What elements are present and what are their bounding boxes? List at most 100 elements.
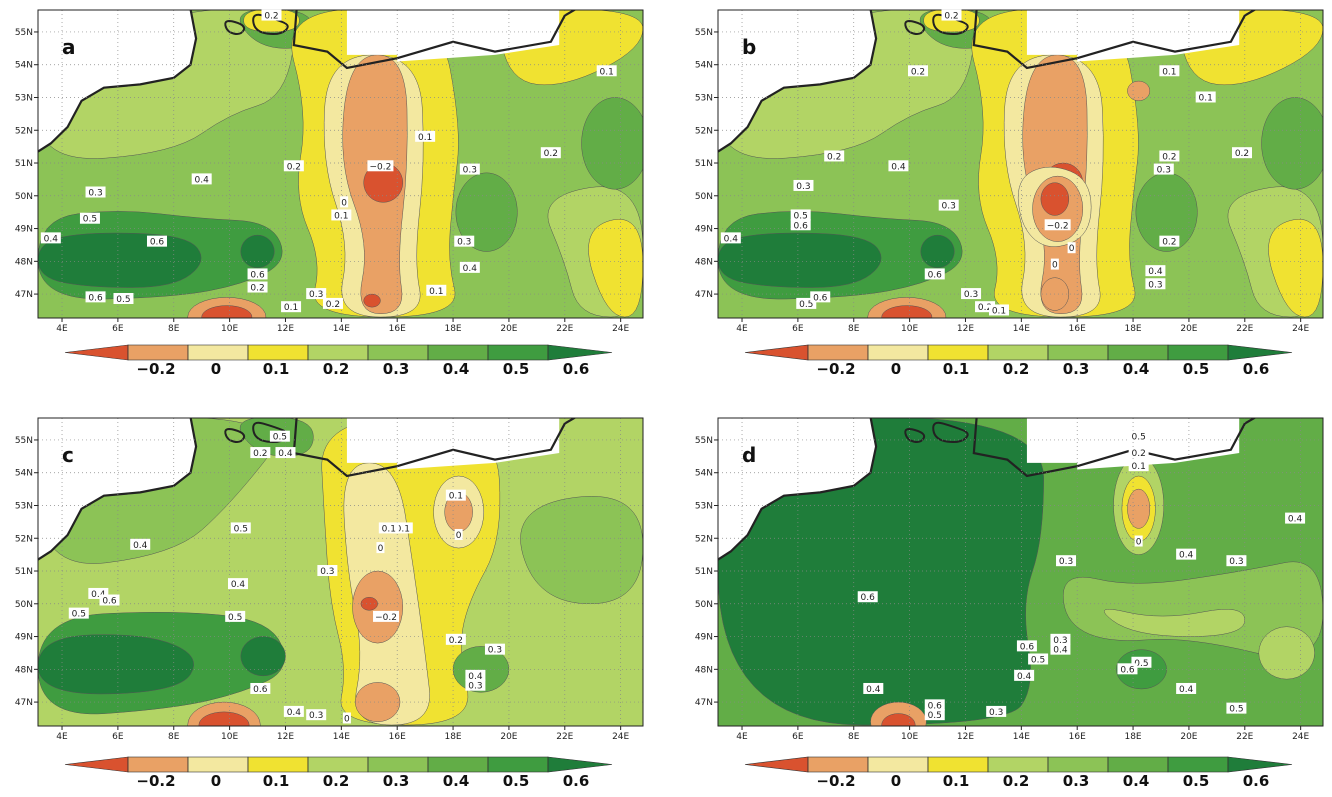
x-tick-label: 20E (1180, 324, 1197, 334)
contour-label: 0.4 (463, 264, 478, 274)
coastline (292, 10, 577, 70)
x-tick-label: 24E (1292, 732, 1309, 742)
missing-area (718, 418, 877, 560)
colorbar-swatch (1227, 756, 1293, 773)
contour-label-bg (306, 288, 327, 300)
colorbar-swatch (247, 344, 309, 361)
contour-label: 0.2 (1162, 238, 1176, 248)
x-tick-label: 10E (221, 324, 238, 334)
contour-label-bg (130, 538, 151, 550)
field-fill (1040, 182, 1070, 216)
x-tick-label: 10E (221, 732, 238, 742)
x-tick-label: 6E (792, 732, 804, 742)
contour-label-bg (540, 147, 561, 159)
field-fill (881, 713, 916, 726)
coastline (38, 418, 198, 561)
contour-label: 0.4 (278, 449, 293, 459)
x-tick-label: 6E (112, 732, 124, 742)
coastline (972, 418, 1257, 478)
y-tick-label: 52N (15, 126, 33, 136)
contour-label-bg (924, 268, 945, 280)
contour-label-bg (261, 9, 282, 21)
field (718, 418, 1323, 726)
contour-label: 0.5 (928, 711, 942, 721)
contour-label-bg (986, 705, 1007, 717)
contour-label: 0.6 (813, 293, 828, 303)
colorbar-label: 0.2 (323, 360, 350, 378)
y-tick-label: 54N (695, 61, 713, 71)
contour-label: 0.2 (449, 636, 463, 646)
contour-label: −0.2 (375, 613, 397, 623)
contour-label-bg (790, 209, 811, 221)
contour-label-bg (857, 591, 878, 603)
contour-label-bg (790, 219, 811, 231)
map-panel: 4E 6E 8E 10E 12E 14E 16E 18E 20E 22E 24E 47N 48N 49N 5… (695, 9, 1324, 378)
x-tick-label: 16E (389, 732, 406, 742)
contour-label: 0.2 (250, 284, 264, 294)
coastline (718, 10, 878, 153)
contour-label-bg (810, 291, 831, 303)
contour-label-bg (250, 682, 271, 694)
contour-label-bg (1195, 91, 1216, 103)
colorbar-label: 0.4 (1123, 772, 1150, 790)
contour-label: 0.1 (992, 306, 1006, 316)
x-tick-label: 24E (612, 324, 629, 334)
contour-label: −0.2 (370, 162, 392, 172)
map-frame (717, 417, 1324, 727)
contour-label-bg (938, 199, 959, 211)
colorbar-label: 0.4 (443, 360, 470, 378)
contour-label-bg (227, 578, 248, 590)
field (718, 10, 1323, 318)
y-tick-label: 48N (15, 257, 33, 267)
contour-label: 0.3 (942, 202, 956, 212)
contour-label: 0.3 (1059, 557, 1073, 567)
contour-label: 0.4 (231, 580, 246, 590)
contour-label: 0.4 (724, 234, 739, 244)
contour-label-bg (1231, 147, 1252, 159)
contour-label: 0.2 (911, 67, 925, 77)
y-tick-label: 55N (15, 28, 33, 38)
contour-label-bg (1028, 653, 1049, 665)
y-tick-label: 48N (695, 257, 713, 267)
contour-label: 0 (456, 531, 462, 541)
contour-label-bg (1128, 447, 1149, 459)
colorbar-label: 0.4 (443, 772, 470, 790)
contour-label: 0.4 (91, 590, 106, 600)
contour-label: 0.3 (488, 646, 502, 656)
colorbar-swatch (64, 756, 129, 773)
contour-label: 0.6 (1120, 665, 1135, 675)
contour-label-bg (924, 699, 945, 711)
y-tick-label: 52N (695, 534, 713, 544)
contour-label: 0.5 (72, 610, 86, 620)
contour-label: 0.5 (1134, 659, 1148, 669)
contour-label-bg (484, 643, 505, 655)
contour-label-bg (1056, 555, 1077, 567)
y-tick-label: 55N (695, 28, 713, 38)
contour-label: 0.1 (382, 524, 396, 534)
x-tick-label: 8E (848, 732, 860, 742)
colorbar-swatch (247, 756, 309, 773)
colorbar-label: −0.2 (136, 772, 175, 790)
contour-label-bg (720, 232, 741, 244)
contour-label-bg (85, 291, 106, 303)
contour-label-bg (1134, 535, 1143, 547)
contour-label: 0.1 (418, 133, 432, 143)
contour-label: 0.5 (794, 211, 808, 221)
colorbar-swatch (307, 344, 369, 361)
contour-label-bg (1016, 640, 1037, 652)
contour-label-bg (1050, 643, 1071, 655)
y-tick-label: 48N (695, 665, 713, 675)
x-tick-label: 8E (168, 732, 180, 742)
y-tick-label: 50N (15, 600, 33, 610)
x-tick-label: 22E (556, 732, 573, 742)
field-fill (718, 232, 882, 288)
y-tick-label: 49N (15, 225, 33, 235)
contour-label: 0.1 (600, 67, 614, 77)
contour-label-bg (1176, 548, 1197, 560)
y-tick-label: 53N (15, 93, 33, 103)
contour-label: 0.3 (1157, 166, 1171, 176)
field-fill (581, 97, 643, 190)
contour-label: 0.3 (463, 166, 477, 176)
contour-label-bg (445, 633, 466, 645)
